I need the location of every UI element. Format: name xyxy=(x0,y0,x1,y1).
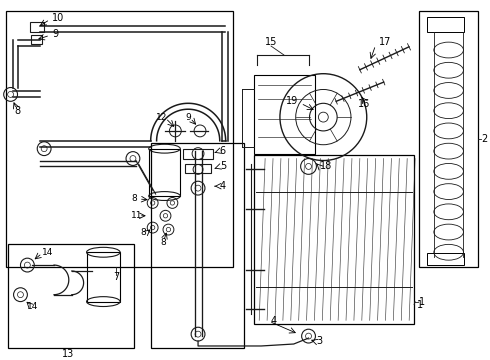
Text: 19: 19 xyxy=(287,96,299,106)
Bar xyxy=(427,253,465,265)
Text: 9: 9 xyxy=(185,113,191,122)
Bar xyxy=(6,10,233,267)
FancyBboxPatch shape xyxy=(31,35,42,44)
Text: 1: 1 xyxy=(417,300,423,310)
Text: 17: 17 xyxy=(379,37,392,47)
Text: 11: 11 xyxy=(131,211,143,220)
Text: 1: 1 xyxy=(419,297,425,307)
Text: 8: 8 xyxy=(131,194,137,203)
FancyBboxPatch shape xyxy=(183,149,213,158)
Text: 16: 16 xyxy=(358,99,370,109)
Text: 5: 5 xyxy=(220,161,226,171)
Bar xyxy=(254,154,414,324)
Text: 9: 9 xyxy=(52,29,58,39)
FancyBboxPatch shape xyxy=(30,22,44,32)
Text: 6: 6 xyxy=(220,146,226,156)
Text: 8: 8 xyxy=(141,228,147,237)
Bar xyxy=(149,149,180,196)
FancyBboxPatch shape xyxy=(185,165,211,173)
Text: 14: 14 xyxy=(27,302,39,311)
Text: 8: 8 xyxy=(161,238,166,247)
Text: 2: 2 xyxy=(481,134,488,144)
Text: 12: 12 xyxy=(156,113,167,122)
Text: 4: 4 xyxy=(271,316,277,326)
Text: 7: 7 xyxy=(113,272,119,282)
Text: 14: 14 xyxy=(42,248,53,257)
Text: 13: 13 xyxy=(62,349,74,359)
Circle shape xyxy=(318,112,328,122)
Bar xyxy=(427,18,465,32)
Bar xyxy=(87,252,120,302)
Text: 8: 8 xyxy=(15,106,21,116)
Bar xyxy=(254,75,316,154)
Bar xyxy=(8,244,134,348)
Text: 3: 3 xyxy=(317,336,322,346)
Bar xyxy=(419,10,478,267)
Text: 15: 15 xyxy=(265,37,277,47)
Text: 18: 18 xyxy=(320,161,333,171)
Text: 4: 4 xyxy=(220,181,226,191)
Bar xyxy=(151,143,245,348)
Text: 10: 10 xyxy=(52,13,64,23)
